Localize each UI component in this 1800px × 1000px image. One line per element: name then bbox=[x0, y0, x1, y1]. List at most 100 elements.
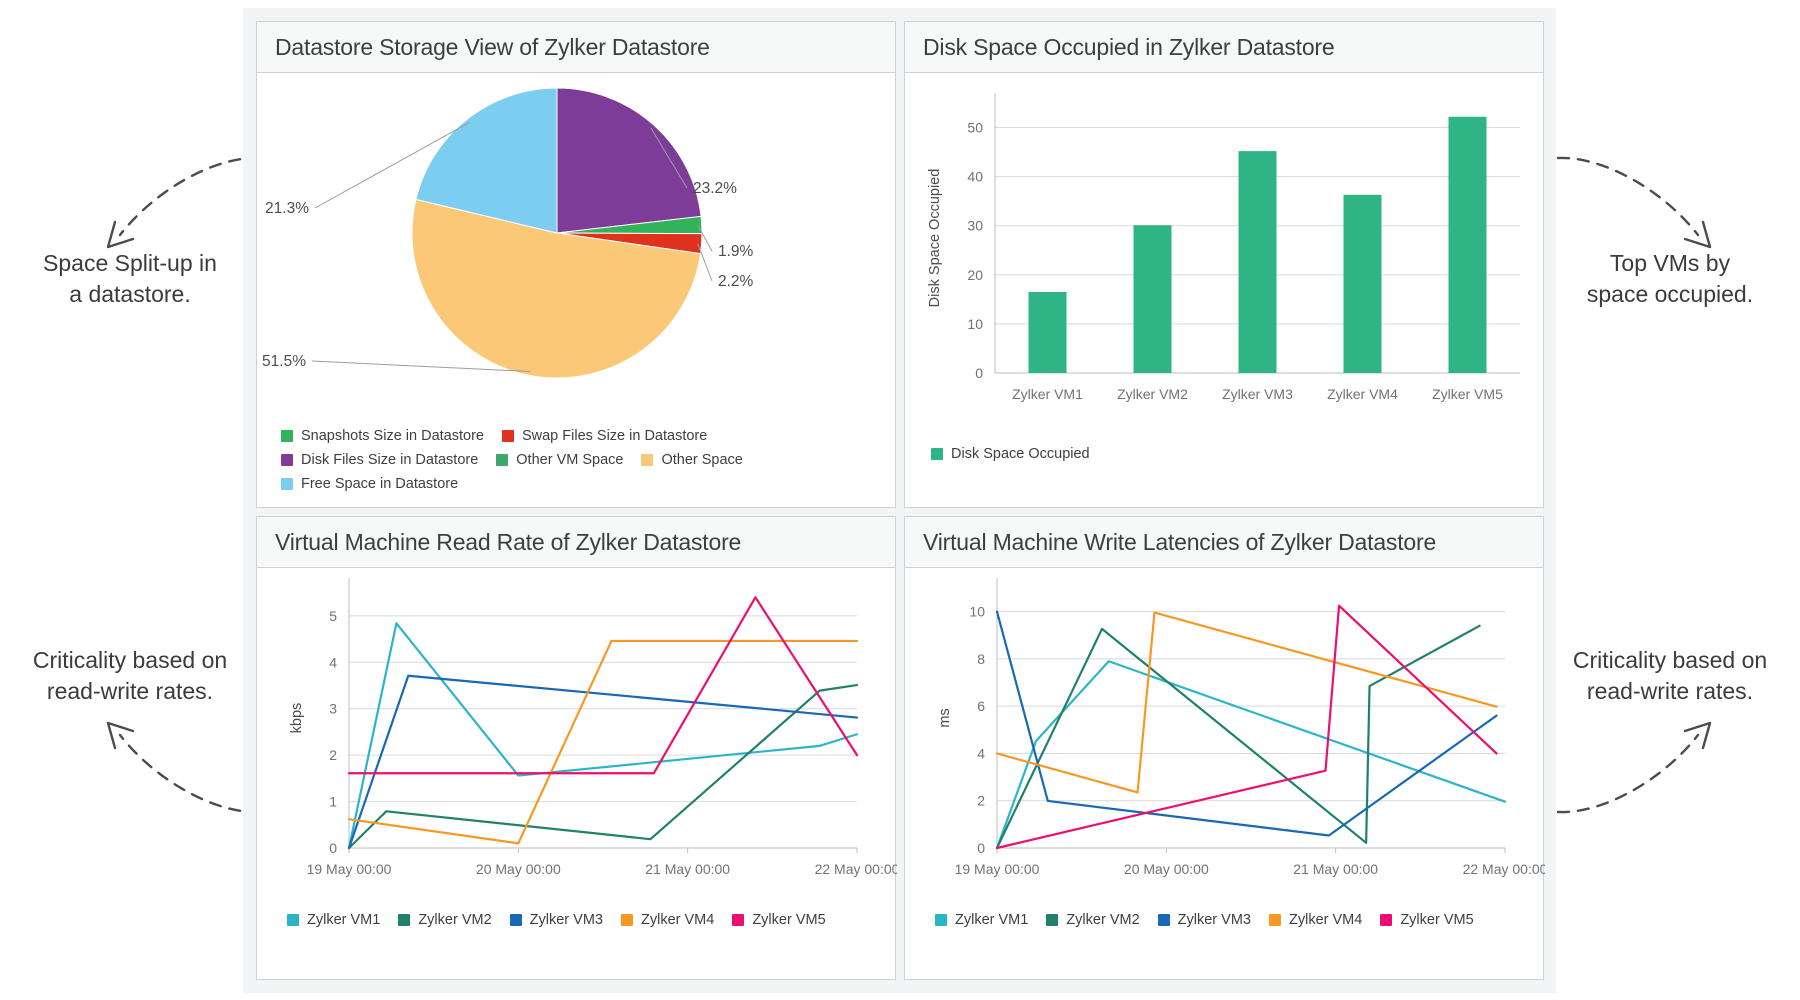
page-title: Virtual Machine Write Latencies of Zylke… bbox=[923, 528, 1437, 555]
line-series[interactable] bbox=[995, 610, 1498, 837]
arrow-bottom-right-icon bbox=[1556, 721, 1712, 814]
legend-item[interactable]: Zylker VM1 bbox=[935, 912, 1028, 928]
y-axis-tick-label: 2 bbox=[977, 793, 985, 809]
legend-label: Zylker VM2 bbox=[1066, 912, 1140, 928]
x-axis-tick-label: 21 May 00:00 bbox=[1293, 861, 1378, 877]
panel-header: Disk Space Occupied in Zylker Datastore bbox=[905, 22, 1543, 73]
x-axis-tick-label: Zylker VM4 bbox=[1327, 386, 1398, 402]
x-axis-tick-label: 22 May 00:00 bbox=[1463, 861, 1545, 877]
pie-leader-line bbox=[650, 127, 688, 189]
pie-slice[interactable] bbox=[415, 87, 558, 234]
bar[interactable] bbox=[1343, 194, 1382, 373]
y-axis-tick-label: 4 bbox=[977, 745, 985, 761]
pie-leader-line bbox=[311, 360, 531, 373]
bar[interactable] bbox=[1028, 292, 1067, 373]
page-title: Virtual Machine Read Rate of Zylker Data… bbox=[275, 528, 742, 555]
legend-label: Free Space in Datastore bbox=[301, 476, 459, 492]
pie-leader-line bbox=[697, 243, 713, 282]
pie-legend: Snapshots Size in Datastore Swap Files Si… bbox=[281, 428, 881, 500]
line-series[interactable] bbox=[995, 624, 1481, 850]
legend-swatch-icon bbox=[287, 914, 299, 926]
legend-label: Zylker VM1 bbox=[955, 912, 1029, 928]
y-axis-tick-label: 0 bbox=[329, 840, 337, 856]
legend-label: Zylker VM5 bbox=[1400, 912, 1474, 928]
legend-swatch-icon bbox=[641, 454, 654, 466]
bar[interactable] bbox=[1238, 151, 1277, 373]
line-series[interactable] bbox=[995, 660, 1507, 850]
legend-swatch-icon bbox=[732, 914, 745, 926]
legend-item[interactable]: Zylker VM3 bbox=[509, 912, 603, 928]
y-axis-tick-label: 30 bbox=[967, 218, 983, 234]
legend-item[interactable]: Zylker VM4 bbox=[620, 912, 714, 928]
legend-swatch-icon bbox=[1157, 914, 1170, 926]
panel-body: 0 1 2 3 4 5 kbps 19 May 00:00 20 May 00:00 21 May… bbox=[257, 568, 897, 979]
x-axis-tick-label: 20 May 00:00 bbox=[1124, 861, 1209, 877]
legend-item[interactable]: Zylker VM3 bbox=[1157, 912, 1251, 928]
pie-value-label: 51.5% bbox=[262, 353, 306, 370]
legend-item[interactable]: Other VM Space bbox=[496, 452, 623, 468]
legend-item[interactable]: Zylker VM2 bbox=[1046, 912, 1140, 928]
legend-label: Zylker VM3 bbox=[529, 912, 603, 928]
y-axis-title: Disk Space Occupied bbox=[927, 169, 943, 308]
pie-chart[interactable]: 23.2% 1.9% 2.2% 51.5% 21.3% bbox=[257, 73, 897, 509]
legend-swatch-icon bbox=[1380, 914, 1393, 926]
pie-slice[interactable] bbox=[556, 87, 702, 234]
write-latencies-legend: Zylker VM1 Zylker VM2 Zylker VM3 Zylker VM4… bbox=[935, 912, 1492, 936]
line-series[interactable] bbox=[347, 596, 859, 775]
line-series[interactable] bbox=[347, 674, 859, 850]
line-series[interactable] bbox=[347, 639, 859, 845]
legend-item[interactable]: Zylker VM1 bbox=[287, 912, 380, 928]
pie-value-label: 21.3% bbox=[265, 200, 309, 217]
panel-disk-space-occupied: Disk Space Occupied in Zylker Datastore … bbox=[904, 21, 1544, 508]
legend-item[interactable]: Zylker VM2 bbox=[398, 912, 492, 928]
panel-header: Virtual Machine Read Rate of Zylker Data… bbox=[257, 517, 895, 568]
legend-swatch-icon bbox=[501, 430, 514, 442]
legend-swatch-icon bbox=[1046, 914, 1059, 926]
y-axis-tick-label: 2 bbox=[329, 747, 337, 763]
y-axis-tick-label: 4 bbox=[329, 654, 337, 670]
legend-item[interactable]: Zylker VM4 bbox=[1268, 912, 1362, 928]
line-chart-read-rate[interactable]: 0 1 2 3 4 5 kbps 19 May 00:00 20 May 00:00 21 May… bbox=[257, 568, 897, 918]
legend-item[interactable]: Zylker VM5 bbox=[1380, 912, 1474, 928]
legend-label: Zylker VM5 bbox=[752, 912, 826, 928]
legend-item[interactable]: Other Space bbox=[641, 452, 743, 468]
pie-leader-line bbox=[697, 225, 713, 252]
pie-value-label: 1.9% bbox=[718, 243, 754, 260]
legend-item[interactable]: Swap Files Size in Datastore bbox=[501, 428, 708, 444]
line-series[interactable] bbox=[995, 611, 1498, 794]
legend-label: Disk Space Occupied bbox=[951, 446, 1090, 462]
legend-item[interactable]: Snapshots Size in Datastore bbox=[281, 428, 484, 444]
legend-swatch-icon bbox=[281, 430, 293, 442]
legend-item[interactable]: Zylker VM5 bbox=[732, 912, 826, 928]
x-axis-tick-label: Zylker VM3 bbox=[1222, 386, 1293, 402]
x-axis-tick-label: 20 May 00:00 bbox=[476, 861, 561, 877]
bar[interactable] bbox=[1448, 116, 1487, 373]
legend-swatch-icon bbox=[398, 914, 411, 926]
pie-slice[interactable] bbox=[411, 198, 702, 379]
legend-label: Swap Files Size in Datastore bbox=[521, 428, 708, 444]
y-axis-tick-label: 8 bbox=[977, 651, 985, 667]
legend-swatch-icon bbox=[281, 454, 293, 466]
line-series[interactable] bbox=[347, 622, 859, 850]
legend-item[interactable]: Disk Files Size in Datastore bbox=[281, 452, 478, 468]
pie-value-label: 2.2% bbox=[718, 273, 754, 290]
bar[interactable] bbox=[1133, 225, 1172, 373]
annotation-space-splitup: Space Split-up in a datastore. bbox=[43, 250, 217, 307]
panel-vm-write-latencies: Virtual Machine Write Latencies of Zylke… bbox=[904, 516, 1545, 980]
legend-item[interactable]: Free Space in Datastore bbox=[281, 476, 458, 492]
y-axis-tick-label: 10 bbox=[969, 604, 985, 620]
legend-label: Disk Files Size in Datastore bbox=[301, 452, 479, 468]
x-axis-tick-label: 22 May 00:00 bbox=[815, 861, 897, 877]
x-axis-tick-label: Zylker VM2 bbox=[1117, 386, 1188, 402]
y-axis-tick-label: 50 bbox=[967, 120, 983, 136]
line-chart-write-latencies[interactable]: 0 2 4 6 8 10 ms 19 May 00:00 20 May 00:00 21 May … bbox=[905, 568, 1545, 918]
annotation-criticality-write: Criticality based on read-write rates. bbox=[1572, 647, 1768, 704]
legend-label: Other Space bbox=[661, 452, 743, 468]
bar-chart[interactable]: 0 10 20 30 40 50 Disk Space Occupied Zylker VM1… bbox=[905, 73, 1545, 453]
y-axis-title: ms bbox=[937, 708, 953, 727]
line-series[interactable] bbox=[995, 604, 1498, 850]
legend-item[interactable]: Disk Space Occupied bbox=[931, 446, 1090, 462]
y-axis-tick-label: 0 bbox=[975, 365, 983, 381]
y-axis-tick-label: 0 bbox=[977, 840, 985, 856]
legend-swatch-icon bbox=[935, 914, 947, 926]
